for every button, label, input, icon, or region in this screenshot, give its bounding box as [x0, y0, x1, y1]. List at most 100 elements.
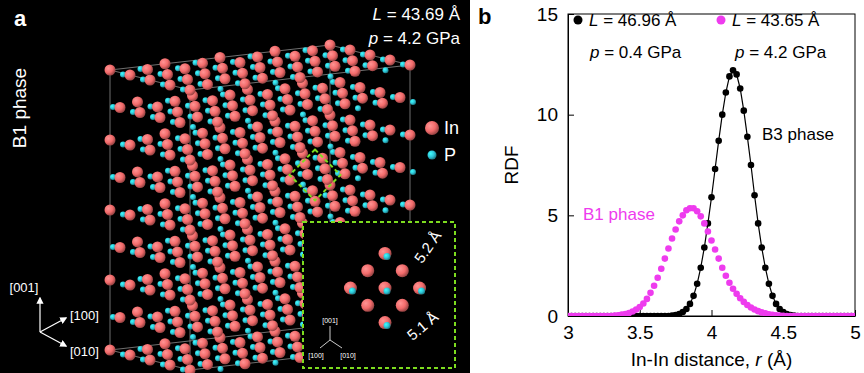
- data-point: [708, 237, 715, 244]
- data-point: [701, 220, 708, 227]
- text-run: = 43.65 Å: [741, 11, 820, 30]
- atom-in: [245, 165, 256, 176]
- atom-in: [252, 121, 263, 132]
- atom-in: [190, 241, 201, 252]
- panel-b: 33.544.55051015bRDFIn-In distance, r (Å)…: [478, 4, 861, 370]
- atom-in: [155, 252, 166, 263]
- data-point: [651, 283, 658, 290]
- atom-in: [105, 275, 116, 286]
- data-point: [737, 85, 744, 92]
- atom-in: [325, 40, 336, 51]
- x-tick-label: 4.5: [771, 322, 797, 343]
- data-point: [644, 296, 651, 303]
- data-point: [769, 293, 776, 300]
- data-point: [647, 290, 654, 297]
- atom-in: [275, 67, 286, 78]
- text-run: [100]: [70, 308, 99, 323]
- legend-label: L = 46.96 Å: [589, 11, 677, 30]
- atom-in: [217, 133, 228, 144]
- atom-in: [255, 202, 266, 213]
- text-run: p: [368, 29, 378, 48]
- atom-in: [257, 353, 268, 364]
- text-run: P: [444, 145, 456, 165]
- text-run: [010]: [340, 352, 356, 360]
- atom-in: [217, 273, 228, 284]
- text-run: b: [478, 4, 491, 29]
- annotation: [100]: [308, 352, 324, 360]
- atom-in: [165, 360, 176, 371]
- data-point: [766, 280, 773, 287]
- data-point: [755, 220, 762, 227]
- atom-in: [255, 272, 266, 283]
- atom-in: [172, 176, 183, 187]
- text-run: L: [589, 11, 598, 30]
- inset-atom-in: [361, 299, 374, 312]
- atom-in: [212, 256, 223, 267]
- atom-in: [200, 68, 211, 79]
- inset-atom-in: [361, 264, 374, 277]
- atom-in: [192, 181, 203, 192]
- series: [568, 205, 855, 316]
- data-point: [719, 264, 726, 271]
- text-run: L: [732, 11, 741, 30]
- atom-in: [125, 280, 136, 291]
- atom-p: [273, 290, 279, 296]
- atom-in: [200, 138, 211, 149]
- x-axis: 33.544.55: [563, 310, 861, 343]
- atom-in: [385, 195, 396, 206]
- data-point: [676, 218, 683, 225]
- atom-in: [310, 126, 321, 137]
- atom-in: [282, 164, 293, 175]
- atom-in: [227, 240, 238, 251]
- atom-in: [162, 209, 173, 220]
- atom-in: [170, 96, 181, 107]
- atom-in: [202, 359, 213, 370]
- data-point: [662, 255, 669, 262]
- atom-p: [190, 264, 196, 270]
- atom-in: [180, 133, 191, 144]
- atom-p: [410, 99, 416, 105]
- atom-in: [145, 75, 156, 86]
- atom-in: [220, 353, 231, 364]
- atom-in: [155, 182, 166, 193]
- text-run: [001]: [10, 280, 39, 295]
- atom-in: [197, 58, 208, 69]
- atom-in: [235, 267, 246, 278]
- atom-in: [295, 72, 306, 83]
- atom-in: [230, 111, 241, 122]
- data-point: [744, 134, 751, 141]
- inset-atom-in: [396, 299, 409, 312]
- y-tick-mark: [568, 316, 574, 317]
- atom-in: [132, 166, 143, 177]
- atom-in: [145, 145, 156, 156]
- annotation: p = 0.4 GPa: [589, 43, 682, 62]
- atom-in: [262, 229, 273, 240]
- data-point: [687, 301, 694, 308]
- atom-in: [235, 197, 246, 208]
- y-tick-mark: [568, 14, 574, 15]
- y-tick: 10: [537, 104, 574, 125]
- atom-p: [245, 188, 251, 194]
- y-axis-line: [568, 15, 569, 317]
- x-tick-mark: [855, 310, 856, 316]
- atom-in: [340, 168, 351, 179]
- atom-in: [395, 162, 406, 173]
- atom-in: [290, 331, 301, 342]
- text-run: = 43.69 Å: [382, 5, 461, 24]
- atom-in: [202, 79, 213, 90]
- atom-in: [245, 235, 256, 246]
- direction-arrow: [39, 298, 40, 332]
- atom-in: [182, 214, 193, 225]
- atom-in: [217, 63, 228, 74]
- atom-in: [312, 206, 323, 217]
- atom-in: [185, 225, 196, 236]
- atom-in: [192, 251, 203, 262]
- legend-label: P: [444, 145, 456, 165]
- atom-p: [383, 67, 389, 73]
- atom-in: [365, 190, 376, 201]
- atom-in: [115, 312, 126, 323]
- atom-in: [367, 130, 378, 141]
- atom-in: [142, 344, 153, 355]
- legend-marker: [428, 151, 437, 160]
- y-tick-label: 0: [547, 306, 558, 327]
